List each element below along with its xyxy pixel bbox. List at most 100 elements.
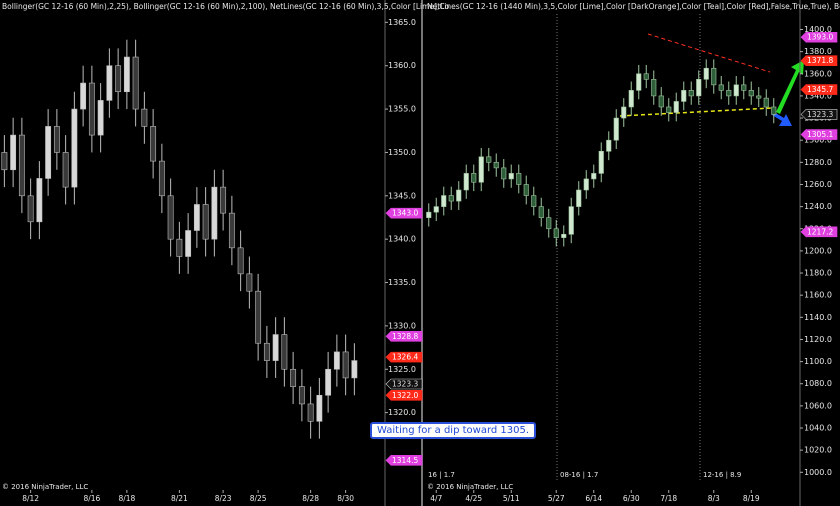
price-flag-label: 1305.1 <box>807 130 833 139</box>
down-arrow <box>772 112 792 126</box>
candle-body <box>88 82 95 136</box>
session-label: 08-16 | 1.7 <box>560 471 598 479</box>
candle-body <box>62 152 69 188</box>
x-tick-label: 8/19 <box>743 494 760 503</box>
candle-body <box>456 189 462 202</box>
candle-body <box>298 386 305 405</box>
candle-body <box>681 90 687 102</box>
candle-body <box>158 160 165 197</box>
x-tick-label: 6/14 <box>585 494 602 503</box>
candle-body <box>613 117 619 141</box>
price-flag-label: 1323.3 <box>807 110 833 119</box>
candle-body <box>478 156 484 183</box>
footer: © 2016 NinjaTrader, LLC <box>427 483 513 491</box>
candle-body <box>591 173 597 180</box>
y-tick-label: 1335.0 <box>388 278 416 287</box>
y-tick-label: 1120.0 <box>804 335 832 344</box>
trend-line <box>619 107 773 117</box>
y-tick-label: 1000.0 <box>804 468 832 477</box>
y-tick-label: 1200.0 <box>804 246 832 255</box>
candle-body <box>763 97 769 108</box>
y-tick-label: 1280.0 <box>804 158 832 167</box>
candle-body <box>193 204 200 231</box>
candle-body <box>228 212 235 249</box>
candle-body <box>53 126 60 153</box>
y-tick-label: 1345.0 <box>388 191 416 200</box>
candle-body <box>272 334 279 361</box>
y-tick-label: 1360.0 <box>804 69 832 78</box>
chart-title: Bollinger(GC 12-16 (60 Min),2,25), Bolli… <box>2 2 450 11</box>
candle-body <box>441 195 447 207</box>
candle-body <box>316 394 323 422</box>
price-flag-label: 1326.4 <box>392 353 418 362</box>
y-tick-label: 1330.0 <box>388 321 416 330</box>
candle-body <box>342 351 349 379</box>
x-tick-label: 4/7 <box>430 494 442 503</box>
x-tick-label: 8/25 <box>250 494 267 503</box>
candle-body <box>18 134 25 197</box>
candle-body <box>426 211 432 218</box>
candle-body <box>523 184 529 196</box>
candle-body <box>237 247 244 275</box>
candle-body <box>598 150 604 174</box>
candle-body <box>666 106 672 113</box>
candle-body <box>27 195 34 223</box>
y-tick-label: 1020.0 <box>804 446 832 455</box>
candle-body <box>726 90 732 97</box>
x-tick-label: 7/18 <box>660 494 677 503</box>
candle-body <box>325 368 332 396</box>
candle-body <box>106 65 113 101</box>
y-tick-label: 1260.0 <box>804 180 832 189</box>
chart-title: NetLines(GC 12-16 (1440 Min),3,5,Color [… <box>427 2 840 11</box>
candle-body <box>471 173 477 183</box>
candle-body <box>123 56 130 93</box>
candle-body <box>333 351 340 370</box>
y-tick-label: 1325.0 <box>388 365 416 374</box>
candle-body <box>568 206 574 235</box>
candle-body <box>141 108 148 127</box>
x-tick-label: 8/3 <box>708 494 720 503</box>
y-tick-label: 1360.0 <box>388 61 416 70</box>
price-flag-label: 1217.2 <box>807 227 833 236</box>
candle-body <box>703 67 709 80</box>
candle-body <box>246 273 253 292</box>
candle-body <box>202 204 209 240</box>
candle-body <box>448 195 454 202</box>
candle-body <box>351 360 358 379</box>
price-flag-label: 1343.0 <box>392 209 418 218</box>
candle-body <box>307 403 314 422</box>
x-tick-label: 8/21 <box>171 494 188 503</box>
candle-body <box>658 95 664 108</box>
y-tick-label: 1060.0 <box>804 401 832 410</box>
price-flag <box>385 455 423 466</box>
session-label: 12-16 | 8.9 <box>703 471 741 479</box>
candle-body <box>636 73 642 91</box>
price-flag <box>800 55 838 67</box>
candle-body <box>493 162 499 169</box>
price-flag-label: 1323.3 <box>392 379 418 388</box>
candle-body <box>486 156 492 163</box>
candle-body <box>516 173 522 185</box>
candle-body <box>561 233 567 238</box>
candle-body <box>531 195 537 207</box>
y-tick-label: 1240.0 <box>804 202 832 211</box>
candle-body <box>628 90 634 108</box>
y-tick-label: 1040.0 <box>804 424 832 433</box>
x-tick-label: 5/27 <box>548 494 565 503</box>
price-flag <box>800 226 838 238</box>
candle-body <box>150 126 157 162</box>
y-tick-label: 1140.0 <box>804 313 832 322</box>
candle-body <box>606 139 612 152</box>
candle-body <box>553 228 559 238</box>
candle-body <box>220 186 227 214</box>
x-tick-label: 8/12 <box>22 494 39 503</box>
price-flag-label: 1322.0 <box>392 391 418 400</box>
up-arrow <box>776 60 804 114</box>
y-tick-label: 1340.0 <box>388 235 416 244</box>
annotation: Waiting for a dip toward 1305. <box>370 422 537 439</box>
price-flag-label: 1345.7 <box>807 85 833 94</box>
candle-body <box>211 186 218 240</box>
candle-body <box>501 167 507 180</box>
